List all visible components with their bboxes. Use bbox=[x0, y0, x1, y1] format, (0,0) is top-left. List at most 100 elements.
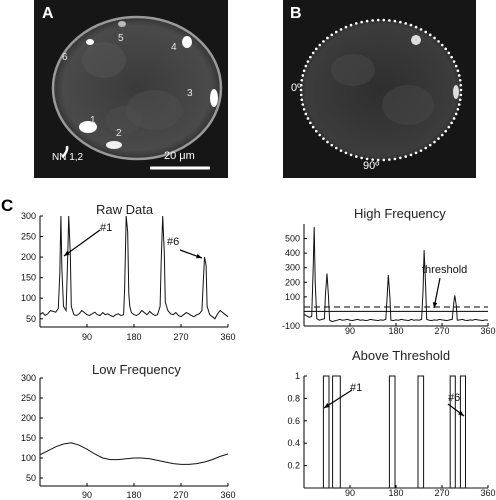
x-tick-label: 360 bbox=[480, 488, 495, 498]
x-tick-label: 360 bbox=[480, 326, 495, 336]
y-tick-label: 50 bbox=[26, 314, 36, 324]
arrow-raw-6-head bbox=[196, 253, 202, 259]
nn-label: NN 1,2 bbox=[52, 152, 84, 163]
y-tick-label: 50 bbox=[26, 473, 36, 483]
y-tick-label: 500 bbox=[285, 234, 300, 244]
perimeter-dot bbox=[344, 151, 348, 155]
above-threshold-chart: 0.2 0.4 0.6 0.8 1 90 180 270 360 Above Threshold… bbox=[258, 346, 496, 500]
cell-membrane bbox=[51, 15, 223, 161]
perimeter-dot bbox=[433, 140, 436, 144]
series-line bbox=[304, 375, 488, 489]
perimeter-dot bbox=[450, 55, 453, 59]
arrow-raw-1-head bbox=[64, 250, 70, 256]
perimeter-dot bbox=[447, 51, 451, 55]
perimeter-dot bbox=[304, 112, 308, 116]
perimeter-dot bbox=[300, 98, 304, 102]
perimeter-dot bbox=[334, 30, 338, 34]
y-tick-label: -100 bbox=[282, 321, 300, 331]
nn-pointer bbox=[61, 145, 69, 158]
perimeter-dot bbox=[371, 19, 374, 22]
perimeter-dot bbox=[344, 25, 348, 29]
perimeter-dot bbox=[452, 60, 456, 63]
x-tick-label: 180 bbox=[388, 488, 403, 498]
perimeter-dot bbox=[322, 137, 325, 140]
perimeter-dot bbox=[450, 121, 453, 125]
arrow-raw-1 bbox=[63, 229, 101, 257]
chart-title-low: Low Frequency bbox=[92, 362, 181, 377]
perimeter-dot bbox=[311, 51, 315, 55]
cell-label-4: 4 bbox=[171, 42, 177, 53]
perimeter-dot bbox=[339, 28, 343, 31]
perimeter-dot bbox=[424, 146, 428, 150]
cell-b-hotspot bbox=[411, 35, 421, 45]
perimeter-dot bbox=[393, 19, 397, 23]
perimeter-dot bbox=[393, 157, 397, 161]
perimeter-dot bbox=[437, 137, 440, 140]
perimeter-dot bbox=[444, 47, 448, 51]
perimeter-dot bbox=[456, 69, 460, 73]
perimeter-dot bbox=[382, 18, 386, 22]
perimeter-dot bbox=[376, 18, 380, 22]
perimeter-dot bbox=[459, 83, 463, 87]
chart-title-high: High Frequency bbox=[354, 206, 446, 221]
y-tick-label: 0.8 bbox=[287, 393, 300, 403]
perimeter-dot bbox=[299, 83, 303, 87]
cell-b-drawing bbox=[299, 18, 463, 162]
perimeter-dot bbox=[419, 149, 423, 152]
perimeter-dot bbox=[437, 40, 440, 43]
perimeter-dot bbox=[334, 146, 338, 150]
perimeter-dot bbox=[301, 74, 305, 77]
high-frequency-svg: -100 100 200 300 400 500 90 180 270 360 bbox=[282, 224, 496, 336]
y-tick-label: 1 bbox=[295, 371, 300, 381]
perimeter-dot bbox=[354, 155, 358, 158]
series-line bbox=[303, 226, 489, 323]
cell-label-5: 5 bbox=[118, 33, 124, 44]
perimeter-dot bbox=[433, 36, 436, 40]
perimeter-dot bbox=[454, 64, 458, 68]
x-tick-label: 360 bbox=[220, 332, 235, 342]
perimeter-dot bbox=[306, 117, 310, 120]
y-tick-label: 100 bbox=[285, 292, 300, 302]
perimeter-dot bbox=[376, 158, 380, 162]
annotation-above-1: #1 bbox=[350, 382, 363, 394]
y-tick-label: 0.2 bbox=[287, 461, 300, 471]
perimeter-dot bbox=[304, 64, 308, 68]
perimeter-dot bbox=[452, 117, 456, 120]
y-tick-label: 200 bbox=[21, 252, 36, 262]
arrow-above-6-head bbox=[458, 410, 464, 416]
y-tick-label: 100 bbox=[21, 293, 36, 303]
perimeter-dot bbox=[300, 78, 304, 82]
arrow-above-1-head bbox=[324, 403, 330, 408]
x-tick-label: 90 bbox=[345, 326, 355, 336]
perimeter-dot bbox=[458, 78, 462, 82]
perimeter-dot bbox=[326, 140, 329, 144]
series-line bbox=[39, 442, 229, 465]
perimeter-dot bbox=[360, 156, 363, 160]
perimeter-dot bbox=[414, 25, 418, 29]
y-tick-label: 0.6 bbox=[287, 416, 300, 426]
y-tick-label: 300 bbox=[285, 263, 300, 273]
perimeter-sample-dots bbox=[299, 18, 463, 162]
perimeter-dot bbox=[456, 107, 460, 111]
perimeter-dot bbox=[409, 23, 413, 27]
y-tick-label: 300 bbox=[21, 373, 36, 383]
perimeter-dot bbox=[444, 129, 448, 133]
perimeter-dot bbox=[306, 60, 310, 63]
perimeter-dot bbox=[414, 151, 418, 155]
perimeter-dot bbox=[360, 20, 363, 24]
perimeter-dot bbox=[428, 143, 432, 147]
x-tick-label: 180 bbox=[126, 332, 141, 342]
cell-hotspot-3 bbox=[210, 89, 218, 107]
perimeter-dot bbox=[314, 129, 318, 133]
cell-label-1: 1 bbox=[90, 115, 96, 126]
perimeter-dot bbox=[311, 125, 315, 129]
chart-title-raw: Raw Data bbox=[96, 202, 154, 217]
x-tick-label: 90 bbox=[345, 488, 355, 498]
annotation-raw-6: #6 bbox=[167, 236, 180, 248]
perimeter-dot bbox=[299, 93, 303, 97]
cell-label-6: 6 bbox=[62, 52, 68, 63]
y-tick-label: 150 bbox=[21, 273, 36, 283]
cell-label-3: 3 bbox=[187, 88, 193, 99]
cell-hotspot-1 bbox=[79, 121, 97, 133]
cell-b-hotspot bbox=[453, 85, 459, 99]
